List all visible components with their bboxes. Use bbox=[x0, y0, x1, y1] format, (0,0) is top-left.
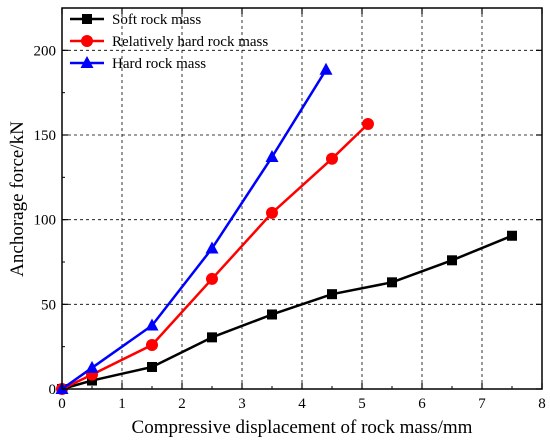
legend-marker bbox=[82, 14, 92, 24]
y-tick-label: 200 bbox=[34, 43, 57, 59]
legend-item: Soft rock mass bbox=[70, 12, 201, 28]
y-tick-label: 150 bbox=[34, 128, 57, 144]
x-tick-label: 5 bbox=[358, 396, 366, 412]
legend-marker bbox=[81, 35, 93, 47]
x-tick-label: 2 bbox=[178, 396, 186, 412]
series-line bbox=[61, 69, 328, 391]
data-point bbox=[326, 152, 338, 165]
data-point bbox=[327, 289, 337, 300]
data-point bbox=[265, 150, 279, 163]
y-tick-label: 100 bbox=[34, 213, 57, 229]
data-point bbox=[387, 277, 397, 288]
data-point bbox=[319, 62, 333, 75]
x-tick-label: 0 bbox=[58, 396, 66, 412]
data-point bbox=[507, 230, 517, 241]
legend-marker bbox=[80, 56, 94, 68]
data-point bbox=[267, 309, 277, 320]
data-point bbox=[266, 206, 278, 219]
y-tick-label: 0 bbox=[49, 382, 57, 398]
legend-label: Relatively hard rock mass bbox=[112, 34, 268, 50]
x-tick-label: 8 bbox=[538, 396, 546, 412]
x-axis-title: Compressive displacement of rock mass/mm bbox=[132, 417, 473, 438]
data-point bbox=[207, 332, 217, 343]
legend-label: Hard rock mass bbox=[112, 56, 206, 72]
y-axis-title: Anchorage force/kN bbox=[7, 121, 28, 277]
x-tick-label: 1 bbox=[118, 396, 126, 412]
y-tick-label: 50 bbox=[41, 297, 56, 313]
axis-ticks: 0 1 2 3 4 5 6 7 8 0 50 100 150 200 bbox=[34, 8, 546, 412]
series-1 bbox=[57, 230, 517, 394]
x-tick-label: 4 bbox=[298, 396, 306, 412]
legend-item: Relatively hard rock mass bbox=[70, 34, 268, 50]
data-point bbox=[85, 360, 99, 373]
x-tick-label: 7 bbox=[478, 396, 486, 412]
series-layer bbox=[55, 62, 517, 395]
legend-label: Soft rock mass bbox=[112, 12, 201, 28]
data-point bbox=[146, 338, 158, 351]
legend: Soft rock mass Relatively hard rock mass H… bbox=[70, 12, 268, 72]
data-point bbox=[447, 255, 457, 266]
series-2 bbox=[56, 117, 374, 395]
series-line bbox=[61, 123, 369, 391]
data-point bbox=[206, 272, 218, 285]
data-point bbox=[145, 318, 159, 331]
legend-item: Hard rock mass bbox=[70, 56, 206, 72]
x-tick-label: 6 bbox=[418, 396, 426, 412]
data-point bbox=[362, 117, 374, 130]
data-point bbox=[147, 361, 157, 372]
data-point bbox=[205, 241, 219, 254]
series-3 bbox=[55, 62, 333, 394]
series-line bbox=[61, 234, 513, 391]
x-tick-label: 3 bbox=[238, 396, 246, 412]
